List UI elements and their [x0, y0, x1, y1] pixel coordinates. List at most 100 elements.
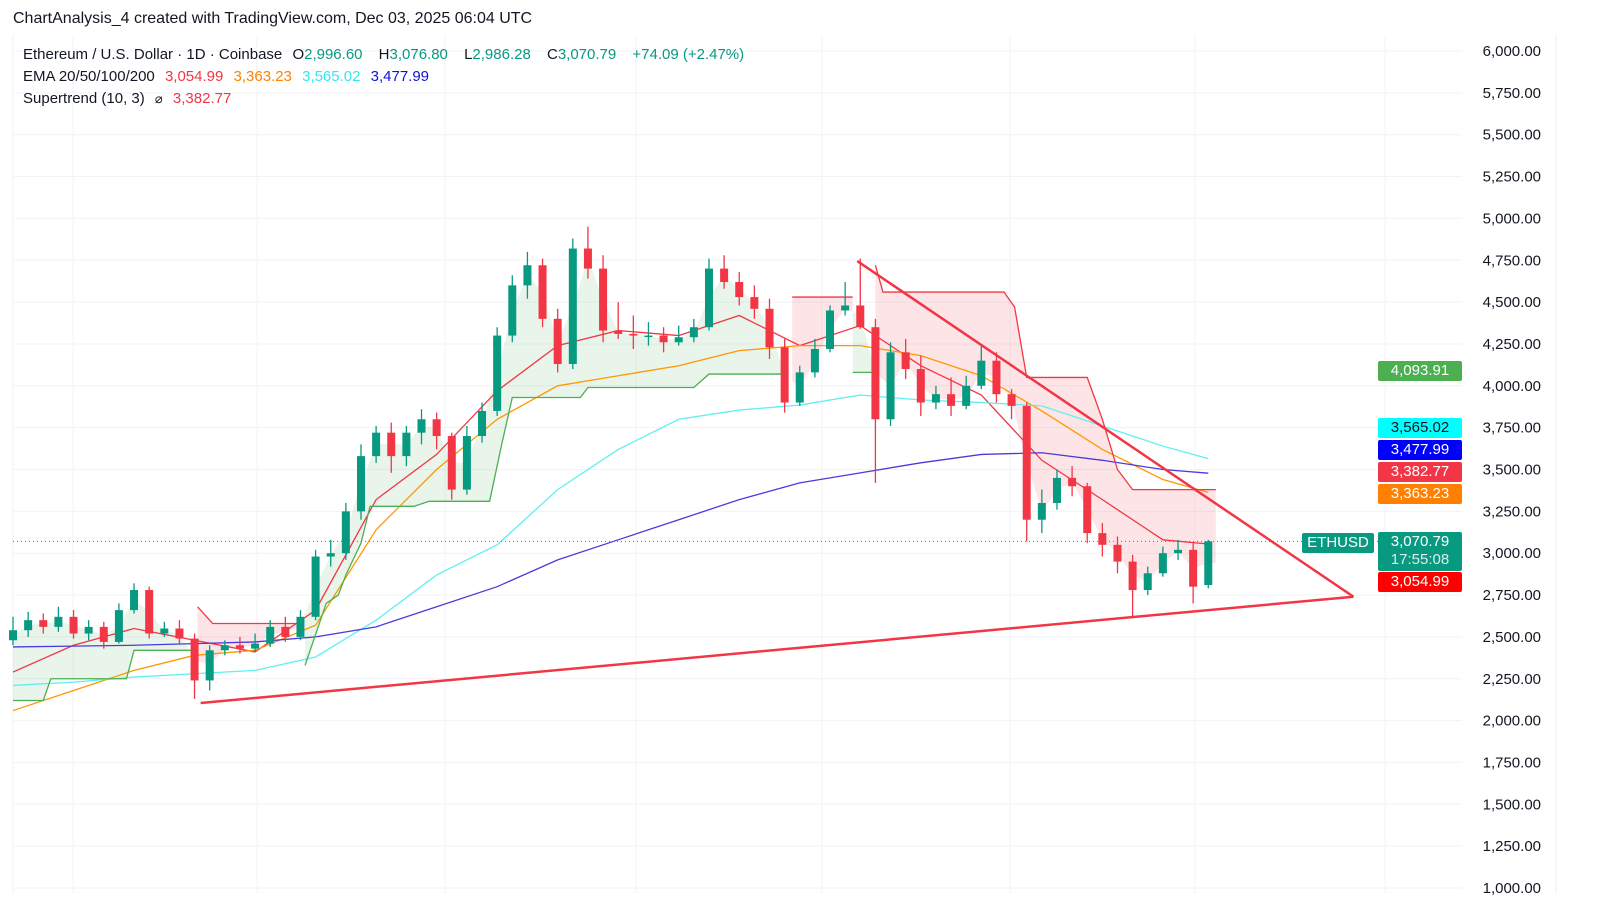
- change-value: +74.09 (+2.47%): [632, 46, 745, 63]
- ema-legend[interactable]: EMA 20/50/100/200 3,054.99 3,363.23 3,56…: [23, 68, 435, 85]
- candle-body: [674, 337, 683, 343]
- y-tick-label: 2,000.00: [1483, 713, 1541, 730]
- y-tick-label: 1,000.00: [1483, 880, 1541, 897]
- candle-body: [1128, 561, 1137, 591]
- candle-body: [417, 419, 426, 433]
- ema20-value: 3,054.99: [164, 68, 224, 85]
- candle-body: [1098, 533, 1107, 545]
- candle-body: [992, 360, 1001, 395]
- candle-body: [614, 330, 623, 334]
- y-tick-label: 5,750.00: [1483, 85, 1541, 102]
- y-tick-label: 4,250.00: [1483, 336, 1541, 353]
- ema200-price-tag: 3,477.99: [1378, 440, 1462, 460]
- candle-body: [235, 645, 244, 649]
- supertrend-fill-up: [305, 258, 785, 666]
- ema20-price-tag: 3,054.99: [1378, 572, 1462, 592]
- close-value: 3,070.79: [557, 46, 617, 63]
- y-tick-label: 3,750.00: [1483, 420, 1541, 437]
- candle-body: [54, 616, 63, 627]
- ema50-value: 3,363.23: [233, 68, 292, 85]
- supertrend-line-up: [304, 373, 785, 666]
- low-label: L: [464, 46, 473, 63]
- y-tick-label: 2,500.00: [1483, 629, 1541, 646]
- ema-line-ema50: [12, 344, 1209, 712]
- candle-body: [462, 436, 471, 490]
- price-axis[interactable]: 6,000.00 5,750.00 5,500.00 5,250.00 5,000.00…: [1483, 43, 1541, 897]
- ema-line-ema100: [12, 394, 1209, 687]
- y-tick-label: 2,250.00: [1483, 671, 1541, 688]
- candle-body: [1189, 549, 1198, 587]
- hidden-eye-slash-icon[interactable]: ⌀: [154, 91, 163, 106]
- candle-body: [266, 626, 275, 644]
- candle-body: [886, 352, 895, 420]
- candle-body: [387, 432, 396, 457]
- candle-body: [871, 327, 880, 420]
- candle-body: [1022, 405, 1031, 520]
- candle-body: [901, 352, 910, 370]
- y-tick-label: 6,000.00: [1483, 43, 1541, 60]
- supertrend-legend[interactable]: Supertrend (10, 3) ⌀ 3,382.77: [23, 90, 237, 107]
- symbol-tag: ETHUSD: [1302, 533, 1374, 553]
- candle-body: [689, 327, 698, 338]
- y-tick-label: 2,750.00: [1483, 587, 1541, 604]
- candle-body: [841, 305, 850, 311]
- y-tick-label: 3,500.00: [1483, 462, 1541, 479]
- open-value: 2,996.60: [304, 46, 363, 63]
- ema50-price-tag: 3,363.23: [1378, 484, 1462, 504]
- candle-body: [130, 590, 139, 611]
- candle-body: [220, 645, 229, 651]
- candle-body: [160, 628, 169, 634]
- supertrend-price-tag: 3,382.77: [1378, 462, 1462, 482]
- y-tick-label: 5,250.00: [1483, 169, 1541, 186]
- candles: [9, 226, 1213, 699]
- candle-body: [750, 297, 759, 309]
- candle-body: [205, 650, 214, 681]
- supertrend-fill-up: [13, 603, 192, 701]
- ema-label: EMA 20/50/100/200: [23, 68, 155, 85]
- candle-body: [190, 638, 199, 681]
- candle-body: [296, 616, 305, 637]
- candle-body: [432, 419, 441, 437]
- ema200-value: 3,477.99: [370, 68, 430, 85]
- candle-body: [1143, 573, 1152, 591]
- y-tick-label: 5,000.00: [1483, 210, 1541, 227]
- y-tick-label: 1,500.00: [1483, 796, 1541, 813]
- trendlines[interactable]: [200, 260, 1355, 705]
- supertrend-fill-down: [792, 297, 853, 388]
- supertrend-fill-down: [197, 606, 301, 666]
- candle-body: [644, 335, 653, 338]
- supertrend-fill-down: [875, 265, 1216, 582]
- candle-body: [1083, 486, 1092, 534]
- candle-body: [735, 282, 744, 298]
- candle-body: [538, 265, 547, 319]
- trendline-resistance: [856, 260, 1355, 598]
- candle-body: [553, 318, 562, 365]
- candle-body: [1174, 549, 1183, 554]
- candle-body: [629, 333, 638, 336]
- supertrend-fill: [13, 258, 1216, 701]
- candle-body: [356, 456, 365, 512]
- y-tick-label: 4,500.00: [1483, 294, 1541, 311]
- candle-body: [977, 360, 986, 386]
- y-tick-label: 3,000.00: [1483, 545, 1541, 562]
- candle-body: [281, 626, 290, 637]
- symbol-legend[interactable]: Ethereum / U.S. Dollar · 1D · Coinbase O…: [23, 46, 750, 63]
- supertrend-up-price-tag: 4,093.91: [1378, 361, 1462, 381]
- candle-body: [780, 347, 789, 403]
- candle-body: [1113, 544, 1122, 562]
- last-price: 3,070.79: [1390, 533, 1450, 550]
- candle-body: [372, 432, 381, 457]
- y-tick-label: 5,500.00: [1483, 127, 1541, 144]
- candle-body: [493, 335, 502, 411]
- trendline-support: [200, 595, 1354, 705]
- candle-body: [1037, 502, 1046, 520]
- chart-title: ChartAnalysis_4 created with TradingView…: [13, 10, 533, 27]
- candle-body: [99, 626, 108, 642]
- candle-body: [659, 335, 668, 343]
- y-tick-label: 3,250.00: [1483, 503, 1541, 520]
- bar-countdown: 17:55:08: [1390, 551, 1450, 568]
- candle-body: [810, 348, 819, 373]
- candle-body: [583, 248, 592, 269]
- candle-body: [765, 308, 774, 348]
